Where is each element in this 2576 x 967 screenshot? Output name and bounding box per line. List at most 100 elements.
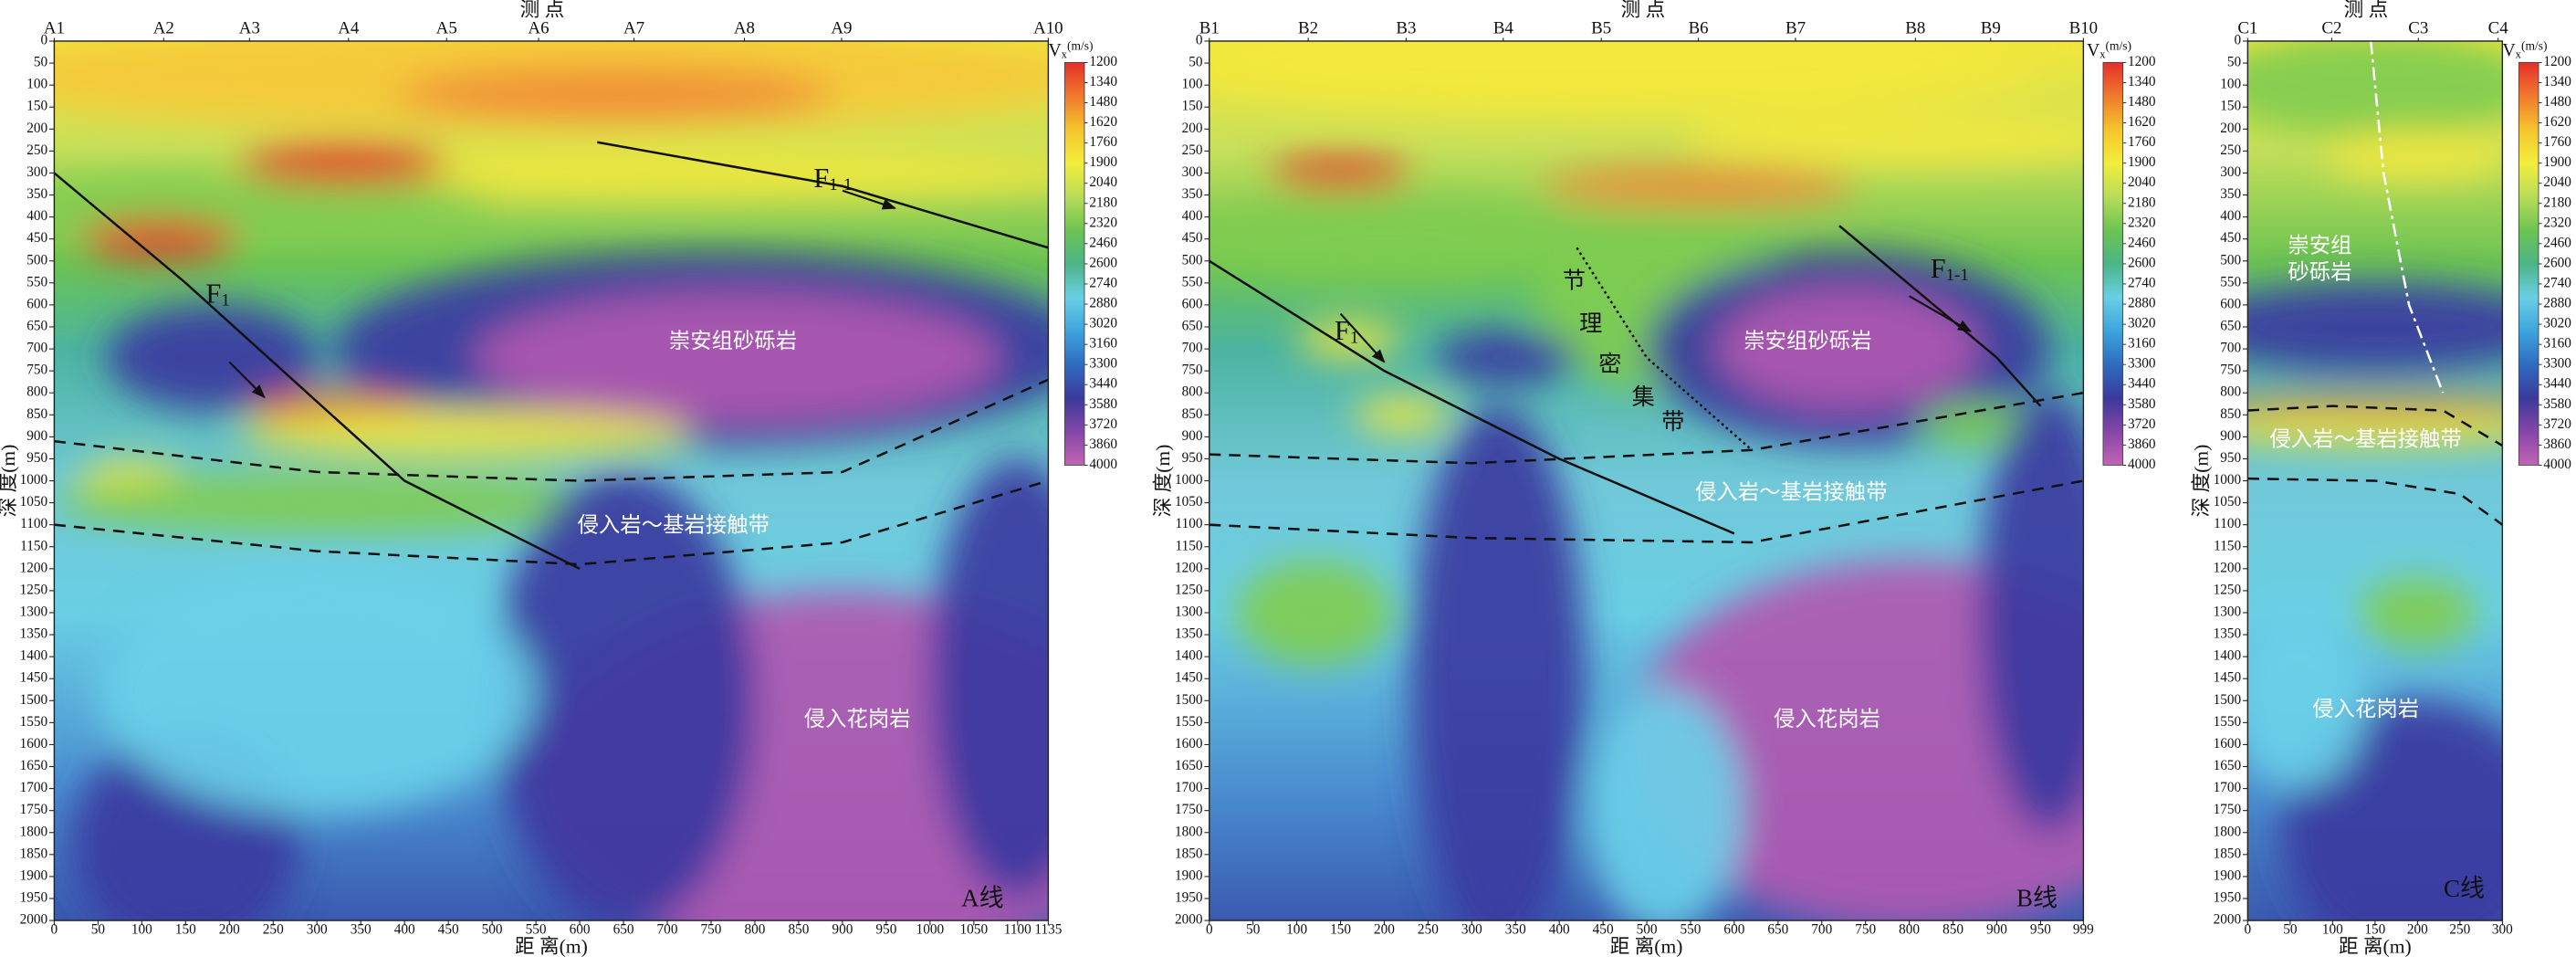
y-tick-label: 1550 bbox=[20, 714, 48, 730]
fault-arrow bbox=[842, 189, 896, 210]
y-tick-label: 1600 bbox=[20, 736, 48, 752]
colorbar-tick-label: 1620 bbox=[1089, 114, 1117, 130]
colorbar-tick-label: 2320 bbox=[2128, 215, 2156, 230]
velocity-anomaly bbox=[2247, 613, 2367, 789]
y-tick-label: 1200 bbox=[1175, 560, 1203, 575]
x-tick-label: 50 bbox=[2283, 921, 2298, 937]
y-tick-label: 1550 bbox=[1175, 714, 1203, 730]
y-tick-label: 1500 bbox=[2214, 692, 2242, 708]
colorbar-tick-label: 2180 bbox=[2128, 194, 2156, 210]
colorbar-tick-label: 4000 bbox=[1089, 457, 1117, 472]
y-tick-label: 1200 bbox=[20, 560, 48, 575]
y-tick-label: 1700 bbox=[2214, 780, 2242, 795]
y-tick-label: 1850 bbox=[1175, 846, 1203, 861]
y-tick-label: 950 bbox=[1182, 450, 1203, 466]
y-tick-label: 200 bbox=[1182, 121, 1203, 136]
velocity-anomaly bbox=[929, 458, 1049, 899]
colorbar-tick-label: 1760 bbox=[2128, 134, 2156, 150]
velocity-anomaly bbox=[1585, 687, 1744, 921]
y-tick-label: 1000 bbox=[1175, 472, 1203, 488]
annotation: 崇安组砂砾岩 bbox=[669, 328, 797, 353]
x-tick-label: 50 bbox=[91, 921, 106, 937]
colorbar-title-part: (m/s) bbox=[2521, 38, 2547, 52]
panel-title: C线 bbox=[2444, 875, 2485, 902]
colorbar bbox=[2102, 61, 2124, 466]
y-tick-label: 0 bbox=[41, 33, 48, 48]
x-tick-label: 700 bbox=[1811, 921, 1832, 937]
fault-label: F1-1 bbox=[1931, 253, 1969, 285]
y-tick-label: 450 bbox=[1182, 230, 1203, 246]
velocity-anomaly bbox=[1681, 111, 2084, 164]
station-label: B7 bbox=[1785, 19, 1806, 38]
x-axis-label: 距 离(m) bbox=[2339, 936, 2412, 958]
y-tick-label: 1500 bbox=[1175, 692, 1203, 708]
colorbar-tick-label: 2740 bbox=[2543, 275, 2571, 290]
station-label: A7 bbox=[623, 19, 644, 38]
y-axis-label: 深 度(m) bbox=[2191, 445, 2213, 518]
top-label: 测 点 bbox=[520, 0, 565, 21]
colorbar bbox=[1063, 61, 1085, 466]
colorbar-tick-label: 3720 bbox=[1089, 416, 1117, 432]
fault-arrow bbox=[1909, 295, 1973, 332]
y-axis-label: 深 度(m) bbox=[0, 445, 19, 518]
y-tick-label: 900 bbox=[2220, 428, 2241, 444]
y-tick-label: 1050 bbox=[2214, 494, 2242, 510]
y-axis-label: 深 度(m) bbox=[1152, 445, 1174, 518]
colorbar-tick-label: 1200 bbox=[2128, 54, 2156, 69]
station-label: B6 bbox=[1689, 19, 1709, 38]
colorbar-tick-label: 3300 bbox=[2543, 356, 2571, 372]
colorbar-tick-label: 2180 bbox=[1089, 194, 1117, 210]
colorbar-tick-label: 1620 bbox=[2128, 114, 2156, 130]
station-label: B2 bbox=[1298, 19, 1318, 38]
station-label: A1 bbox=[44, 19, 65, 38]
y-tick-label: 800 bbox=[1182, 384, 1203, 400]
x-tick-label: 150 bbox=[2364, 921, 2385, 937]
y-tick-label: 1600 bbox=[1175, 736, 1203, 752]
x-tick-label: 350 bbox=[1505, 921, 1526, 937]
interpretation-line bbox=[1209, 259, 1735, 535]
x-tick-label: 100 bbox=[2322, 921, 2343, 937]
top-label: 测 点 bbox=[1621, 0, 1666, 21]
colorbar-tick-label: 1900 bbox=[2543, 154, 2571, 170]
y-tick-label: 2000 bbox=[20, 912, 48, 928]
velocity-anomaly bbox=[2247, 398, 2503, 415]
y-tick-label: 500 bbox=[2220, 252, 2241, 268]
y-tick-label: 600 bbox=[26, 296, 47, 311]
colorbar-tick-label: 3720 bbox=[2128, 416, 2156, 432]
x-tick-label: 800 bbox=[744, 921, 765, 937]
colorbar-title-part: x bbox=[1062, 47, 1068, 60]
x-tick-label: 200 bbox=[2407, 921, 2428, 937]
y-tick-label: 1800 bbox=[1175, 824, 1203, 839]
y-tick-label: 50 bbox=[34, 55, 48, 70]
colorbar-tick-label: 2180 bbox=[2543, 194, 2571, 210]
annotation: 崇安组 bbox=[2288, 232, 2351, 258]
colorbar-title-part: (m/s) bbox=[1067, 38, 1093, 52]
x-tick-label: 900 bbox=[832, 921, 853, 937]
y-tick-label: 1000 bbox=[20, 472, 48, 488]
x-tick-label: 200 bbox=[1374, 921, 1395, 937]
velocity-anomaly bbox=[2324, 131, 2503, 180]
x-tick-label: 1135 bbox=[1034, 921, 1062, 937]
y-tick-label: 1950 bbox=[2214, 889, 2242, 905]
colorbar-tick-label: 2600 bbox=[2543, 255, 2571, 270]
x-tick-label: 600 bbox=[1723, 921, 1744, 937]
colorbar-tick-label: 3300 bbox=[2128, 356, 2156, 372]
y-tick-label: 1950 bbox=[20, 889, 48, 905]
y-tick-label: 1800 bbox=[20, 824, 48, 839]
x-tick-label: 750 bbox=[1855, 921, 1876, 937]
y-tick-label: 1900 bbox=[1175, 867, 1203, 883]
y-tick-label: 1900 bbox=[20, 867, 48, 883]
station-label: A5 bbox=[436, 19, 457, 38]
y-tick-label: 300 bbox=[2220, 164, 2241, 180]
velocity-anomaly bbox=[1410, 405, 1586, 921]
station-label: B8 bbox=[1905, 19, 1925, 38]
colorbar-title-part: V bbox=[2087, 39, 2100, 59]
station-label: B5 bbox=[1591, 19, 1611, 38]
y-tick-label: 1700 bbox=[1175, 780, 1203, 795]
x-tick-label: 800 bbox=[1899, 921, 1920, 937]
y-tick-label: 150 bbox=[1182, 99, 1203, 114]
x-tick-label: 400 bbox=[394, 921, 415, 937]
y-tick-label: 1450 bbox=[2214, 670, 2242, 686]
x-tick-label: 700 bbox=[657, 921, 678, 937]
